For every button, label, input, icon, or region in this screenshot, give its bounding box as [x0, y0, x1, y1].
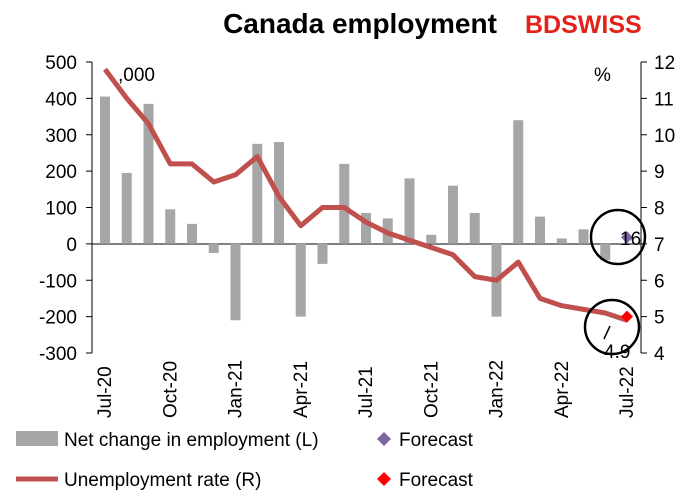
forecast-marker-employment: [621, 231, 633, 244]
brand-logo: BDSWISS: [525, 11, 642, 39]
legend: Net change in employment (L) Forecast Un…: [16, 430, 474, 491]
employment-bar-Dec-20: [208, 243, 219, 253]
forecast-label-rate: 4.9: [604, 342, 630, 363]
right-tick-label: 8: [654, 199, 665, 220]
employment-bar-Sep-21: [404, 178, 415, 244]
right-tick-label: 6: [654, 271, 665, 292]
chart-title: Canada employment: [223, 8, 497, 39]
right-axis-unit: %: [594, 65, 611, 86]
employment-bar-Jun-21: [339, 163, 350, 244]
legend-label-employment: Net change in employment (L): [64, 430, 319, 451]
x-tick-label: Jul-22: [617, 366, 638, 418]
right-tick-label: 7: [654, 235, 665, 256]
left-axis-ticks: 500 400 300 200 100 0 -100 -200 -300: [39, 53, 92, 365]
employment-bar-Nov-21: [448, 185, 458, 244]
left-tick-label: 400: [45, 89, 77, 110]
brand-logo-text: BDSWISS: [525, 11, 642, 39]
employment-bar-Feb-22: [513, 120, 524, 244]
legend-swatch-employment: [16, 431, 58, 446]
employment-bar-Oct-20: [165, 209, 176, 244]
unemployment-rate-line: [102, 67, 628, 323]
legend-label-employment-forecast: Forecast: [399, 430, 474, 451]
forecast-annotations: 164.9: [583, 208, 647, 363]
left-tick-label: -100: [39, 271, 77, 292]
left-tick-label: -200: [39, 308, 77, 329]
x-tick-label: Oct-21: [421, 361, 442, 418]
left-tick-label: 500: [45, 53, 77, 74]
left-tick-label: 300: [45, 126, 77, 147]
right-tick-label: 9: [654, 162, 665, 183]
forecast-marker-rate: [621, 310, 633, 323]
left-tick-label: 100: [45, 199, 77, 220]
employment-bar-Apr-21: [295, 243, 306, 317]
employment-bar-May-21: [317, 243, 328, 264]
forecast-label-employment: 16: [620, 229, 641, 250]
employment-bar-Aug-20: [121, 172, 132, 244]
left-tick-label: 0: [66, 235, 77, 256]
right-tick-label: 11: [654, 89, 674, 110]
employment-bar-Mar-22: [535, 216, 545, 244]
legend-label-rate-forecast: Forecast: [399, 470, 474, 491]
legend-label-rate: Unemployment rate (R): [64, 470, 261, 491]
employment-bar-Jul-20: [100, 96, 110, 244]
rate-forecast-circle: [583, 298, 641, 356]
employment-bar-Oct-21: [426, 234, 437, 244]
employment-bar-Apr-22: [556, 238, 567, 244]
legend-swatch-rate-forecast: [377, 472, 391, 486]
x-tick-label: Apr-22: [552, 361, 573, 418]
employment-bar-Feb-21: [252, 143, 263, 244]
employment-forecast-circle: [589, 208, 647, 266]
right-axis-ticks: 12 11 10 9 8 7 6 5 4: [641, 53, 675, 365]
right-tick-label: 4: [654, 344, 665, 365]
employment-bars: [100, 96, 611, 321]
left-tick-label: -300: [39, 344, 77, 365]
employment-bar-Jun-22: [600, 243, 611, 261]
right-tick-label: 5: [654, 308, 665, 329]
employment-bar-Dec-21: [469, 212, 480, 244]
left-tick-label: 200: [45, 162, 77, 183]
x-tick-label: Jan-22: [487, 360, 508, 418]
employment-bar-Jan-21: [230, 243, 241, 321]
x-tick-label: Oct-20: [160, 361, 181, 418]
brand-logo-part1: BD: [525, 11, 561, 39]
right-tick-label: 12: [654, 53, 675, 74]
x-tick-label: Jul-20: [95, 366, 116, 418]
employment-bar-Jul-21: [361, 212, 371, 244]
right-tick-label: 10: [654, 126, 675, 147]
employment-bar-Nov-20: [187, 223, 197, 244]
x-tick-label: Jul-21: [356, 366, 377, 418]
rate-forecast-pointer: [603, 325, 611, 340]
legend-swatch-employment-forecast: [377, 432, 391, 446]
x-axis-tick-labels: Jul-20 Oct-20 Jan-21 Apr-21 Jul-21 Oct-21 Jan-…: [95, 360, 638, 418]
employment-bar-May-22: [578, 229, 589, 244]
left-axis-unit: ,000: [118, 65, 155, 86]
x-tick-label: Apr-21: [291, 361, 312, 418]
x-tick-label: Jan-21: [226, 360, 247, 418]
brand-logo-part2: SWISS: [561, 11, 642, 39]
employment-bar-Sep-20: [143, 103, 154, 244]
